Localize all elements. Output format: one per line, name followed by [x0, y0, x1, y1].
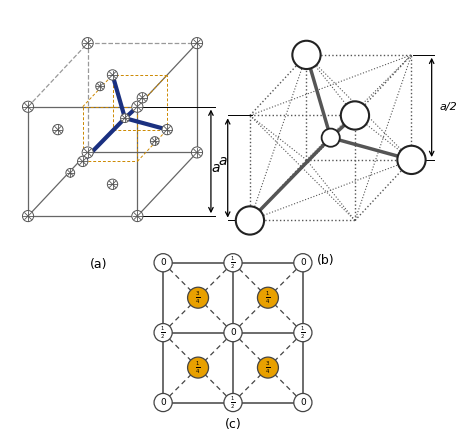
Text: $\frac{1}{2}$: $\frac{1}{2}$	[300, 324, 306, 341]
Circle shape	[257, 357, 278, 378]
Circle shape	[162, 124, 172, 135]
Circle shape	[132, 210, 143, 222]
Circle shape	[132, 101, 143, 112]
Circle shape	[341, 102, 369, 130]
Circle shape	[188, 357, 209, 378]
Circle shape	[77, 156, 88, 167]
Circle shape	[192, 38, 203, 49]
Circle shape	[154, 394, 172, 412]
Circle shape	[53, 124, 63, 135]
Text: (c): (c)	[225, 418, 241, 432]
Circle shape	[224, 324, 242, 342]
Circle shape	[192, 147, 203, 158]
Text: (a): (a)	[89, 257, 107, 270]
Circle shape	[82, 147, 93, 158]
Text: $\frac{3}{4}$: $\frac{3}{4}$	[195, 289, 201, 306]
Text: $\frac{3}{4}$: $\frac{3}{4}$	[265, 359, 271, 376]
Text: a: a	[211, 161, 219, 175]
Circle shape	[397, 146, 425, 174]
Text: $\frac{1}{2}$: $\frac{1}{2}$	[230, 255, 236, 271]
Text: 0: 0	[230, 328, 236, 337]
Text: (b): (b)	[316, 254, 334, 267]
Circle shape	[66, 168, 75, 177]
Text: a: a	[219, 154, 227, 168]
Circle shape	[154, 254, 172, 272]
Circle shape	[151, 137, 159, 146]
Circle shape	[154, 324, 172, 342]
Circle shape	[236, 206, 264, 235]
Text: $\frac{1}{4}$: $\frac{1}{4}$	[265, 289, 271, 306]
Text: 0: 0	[300, 258, 306, 267]
Circle shape	[82, 38, 93, 49]
Circle shape	[224, 394, 242, 412]
Circle shape	[224, 254, 242, 272]
Circle shape	[292, 41, 321, 69]
Text: 0: 0	[160, 398, 166, 407]
Text: a/2: a/2	[440, 102, 458, 112]
Circle shape	[257, 287, 278, 308]
Text: 0: 0	[160, 258, 166, 267]
Text: $\frac{1}{4}$: $\frac{1}{4}$	[195, 359, 201, 376]
Circle shape	[294, 254, 312, 272]
Circle shape	[107, 179, 118, 190]
Circle shape	[294, 324, 312, 342]
Circle shape	[294, 394, 312, 412]
Circle shape	[107, 70, 118, 80]
Circle shape	[322, 129, 340, 147]
Circle shape	[188, 287, 209, 308]
Circle shape	[137, 92, 148, 103]
Text: $\frac{1}{2}$: $\frac{1}{2}$	[230, 394, 236, 410]
Text: 0: 0	[300, 398, 306, 407]
Circle shape	[121, 114, 130, 123]
Circle shape	[22, 210, 34, 222]
Circle shape	[22, 101, 34, 112]
Text: $\frac{1}{2}$: $\frac{1}{2}$	[160, 324, 166, 341]
Circle shape	[96, 82, 104, 91]
